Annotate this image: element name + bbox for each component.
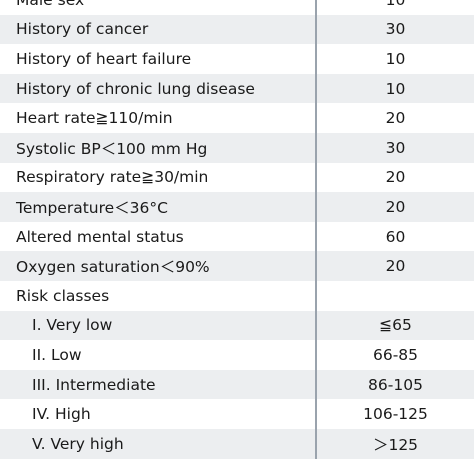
row-label: History of cancer [16, 20, 149, 39]
row-value: ≦65 [379, 316, 412, 335]
table-row: IV. High 106-125 [0, 399, 474, 429]
risk-class-label: V. Very high [32, 434, 124, 453]
column-divider [315, 14, 317, 45]
row-value: 86-105 [368, 375, 423, 394]
table-row: I. Very low ≦65 [0, 310, 474, 341]
column-divider [315, 280, 317, 311]
row-label: Temperature＜36°C [16, 198, 168, 217]
row-value: 20 [385, 168, 406, 187]
table-row: II. Low 66-85 [0, 340, 474, 370]
table-row: History of cancer 30 [0, 14, 474, 45]
row-label: Male sex [0, 0, 315, 9]
row-value: 106-125 [363, 405, 428, 424]
row-label: Respiratory rate≧30/min [16, 168, 209, 187]
risk-class-label: III. Intermediate [32, 375, 156, 394]
risk-class-label: I. Very low [32, 316, 113, 335]
row-label: Altered mental status [16, 227, 184, 246]
column-divider [315, 192, 317, 222]
row-value: 66-85 [372, 345, 419, 364]
row-label: Oxygen saturation＜90% [16, 258, 210, 277]
row-value: 20 [385, 109, 406, 128]
table-row: History of chronic lung disease 10 [0, 73, 474, 104]
column-divider [315, 132, 317, 163]
row-label: Heart rate≧110/min [16, 109, 173, 128]
table-row: III. Intermediate 86-105 [0, 369, 474, 400]
column-divider [315, 310, 317, 341]
row-value: 10 [385, 49, 406, 68]
row-value: 30 [385, 20, 406, 39]
column-divider [315, 399, 317, 429]
table-row: Male sex10 [0, 0, 474, 15]
column-divider [315, 221, 317, 252]
table-row: Heart rate≧110/min 20 [0, 103, 474, 133]
table-row: Altered mental status 60 [0, 221, 474, 252]
row-label: Systolic BP＜100 mm Hg [16, 139, 208, 158]
row-label: History of heart failure [16, 49, 192, 68]
column-divider [315, 44, 317, 74]
column-divider [315, 162, 317, 193]
row-value: 20 [385, 257, 406, 276]
row-value: 60 [385, 227, 406, 246]
row-value: 30 [385, 138, 406, 157]
table-row: V. Very high ＞125 [0, 428, 474, 459]
section-heading: Risk classes [16, 286, 110, 305]
table-row: Oxygen saturation＜90% 20 [0, 251, 474, 281]
column-divider [315, 369, 317, 400]
column-divider [315, 73, 317, 104]
row-value: ＞125 [372, 435, 419, 454]
row-value: 20 [385, 197, 406, 216]
row-value: 10 [385, 79, 406, 98]
column-divider [315, 428, 317, 459]
risk-class-label: II. Low [32, 345, 82, 364]
column-divider [315, 103, 317, 133]
table-row: Respiratory rate≧30/min 20 [0, 162, 474, 193]
column-divider [315, 340, 317, 370]
table-row: Temperature＜36°C 20 [0, 192, 474, 222]
row-value: 10 [315, 0, 474, 9]
row-label: History of chronic lung disease [16, 79, 255, 98]
table-row: Risk classes [0, 280, 474, 311]
table-row: Systolic BP＜100 mm Hg 30 [0, 132, 474, 163]
column-divider [315, 251, 317, 281]
table-row: History of heart failure 10 [0, 44, 474, 74]
column-divider [315, 0, 317, 15]
risk-class-label: IV. High [32, 405, 91, 424]
